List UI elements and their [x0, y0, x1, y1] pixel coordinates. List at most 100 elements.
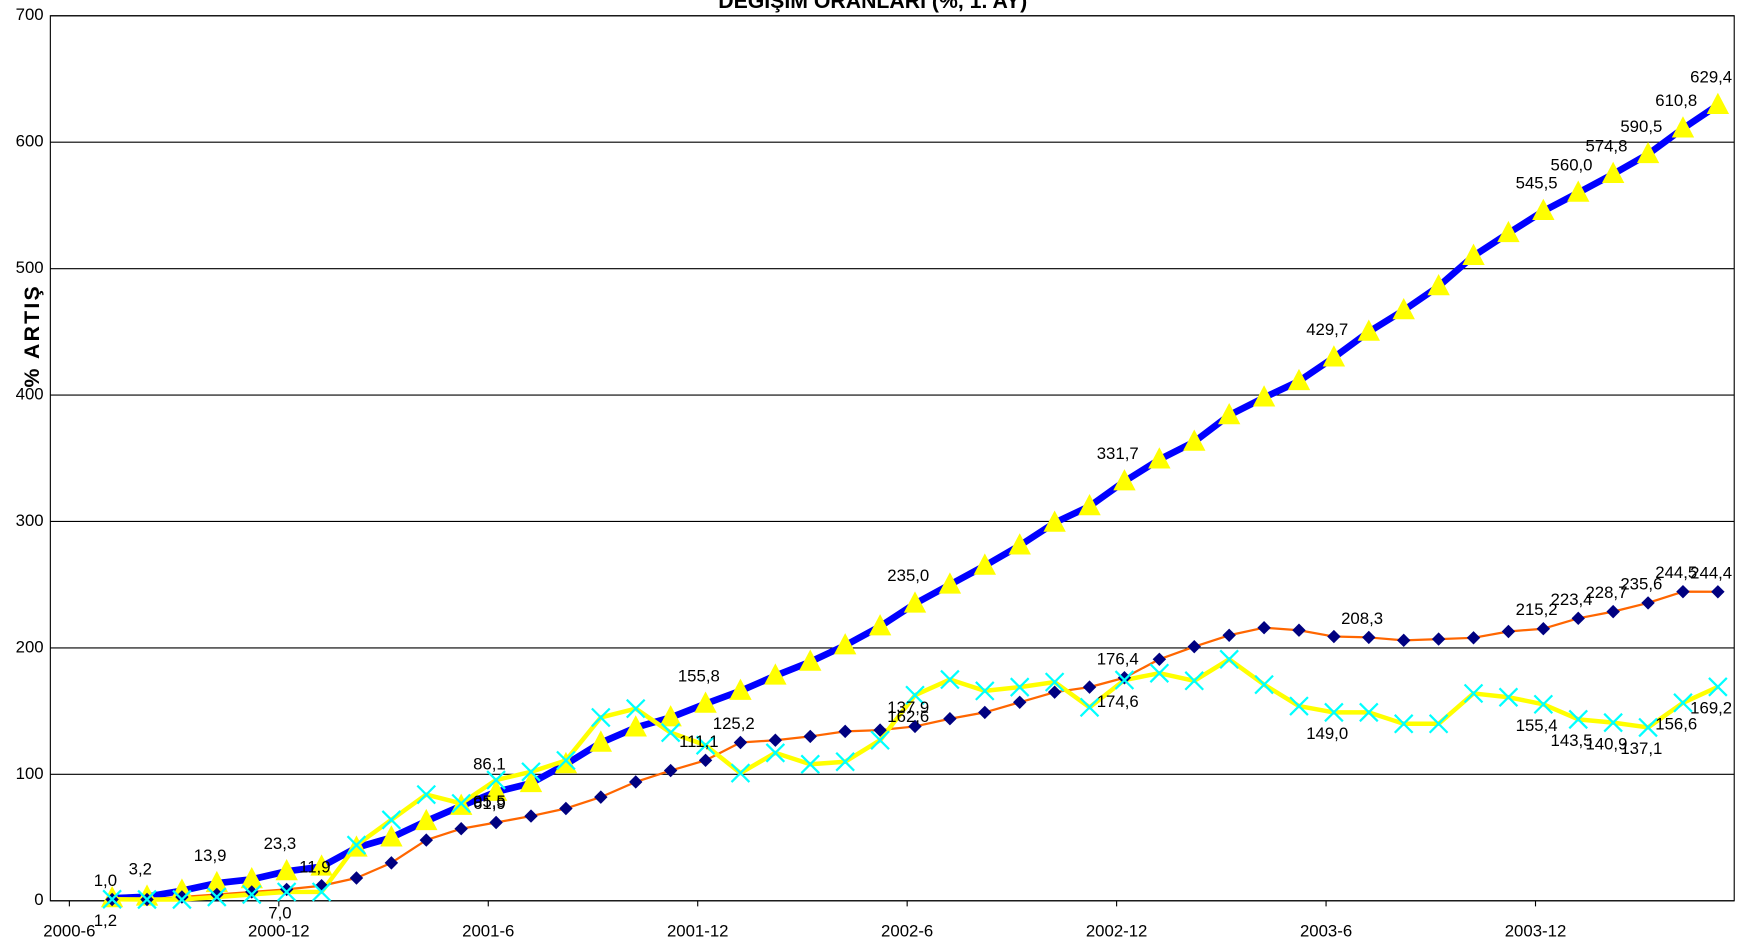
data-label: 560,0 [1551, 155, 1593, 174]
data-label: 155,4 [1516, 716, 1558, 735]
data-label: 223,4 [1551, 590, 1593, 609]
diamond-marker [1396, 633, 1411, 648]
x-marker [1568, 709, 1588, 730]
triangle-marker [1706, 92, 1730, 114]
data-label: 610,8 [1655, 91, 1697, 110]
data-label: 244,5 [1655, 563, 1697, 582]
x-marker [451, 793, 471, 814]
triangle-marker [624, 715, 647, 737]
triangle-marker [1183, 429, 1206, 451]
x-marker [975, 681, 995, 701]
y-tick-label: 200 [16, 637, 44, 656]
triangle-marker [903, 591, 927, 613]
diamond-marker [1362, 630, 1376, 645]
diamond-marker [943, 712, 957, 726]
diamond-marker [1641, 596, 1655, 610]
data-label: 244,4 [1690, 563, 1732, 582]
triangle-marker [519, 770, 543, 793]
data-label: 143,5 [1551, 731, 1593, 750]
x-marker [940, 669, 960, 690]
triangle-marker [938, 572, 962, 594]
triangle-marker [484, 779, 508, 801]
x-marker [311, 882, 332, 902]
diamond-marker [279, 882, 294, 897]
diamond-marker [1571, 611, 1585, 626]
triangle-marker [205, 870, 229, 893]
triangle-marker [1113, 469, 1136, 491]
x-marker [905, 685, 925, 705]
x-marker [695, 735, 716, 756]
triangle-marker [729, 678, 752, 700]
diamond-marker [524, 809, 538, 823]
x-marker [765, 743, 786, 763]
triangle-marker [589, 730, 613, 752]
triangle-marker [1671, 116, 1695, 138]
x-marker [1638, 717, 1658, 738]
triangle-marker [799, 649, 822, 671]
y-tick-label: 500 [16, 258, 44, 277]
data-label: 629,4 [1690, 68, 1732, 87]
x-marker [1498, 687, 1519, 707]
data-label: 61,9 [473, 794, 506, 813]
triangle-marker [1392, 298, 1415, 320]
data-label: 125,2 [713, 714, 755, 733]
data-label: 149,0 [1306, 724, 1348, 743]
diamond-marker [1536, 621, 1551, 636]
x-marker [521, 762, 541, 782]
diamond-marker [1047, 685, 1062, 699]
triangle-marker [1532, 198, 1555, 221]
diamond-marker [454, 822, 468, 836]
data-label: 155,8 [678, 666, 720, 685]
diamond-marker [873, 723, 887, 737]
x-marker [1254, 674, 1274, 695]
data-label: 228,7 [1585, 583, 1627, 602]
x-marker [346, 835, 367, 855]
diamond-marker [489, 815, 503, 830]
diamond-marker [1117, 671, 1132, 685]
triangle-marker [415, 808, 438, 831]
data-label: 7,0 [268, 904, 291, 923]
x-marker [730, 763, 751, 783]
x-marker [1219, 649, 1239, 670]
x-marker [1289, 696, 1309, 716]
x-marker [1463, 683, 1484, 704]
triangle-marker [1217, 402, 1241, 425]
y-tick-label: 0 [34, 890, 43, 909]
x-marker [137, 889, 157, 910]
diamond-marker [1466, 631, 1481, 645]
data-label: 331,7 [1097, 444, 1139, 463]
y-tick-label: 400 [16, 384, 44, 403]
data-label: 11,9 [299, 857, 330, 876]
x-marker [1428, 714, 1449, 734]
diamond-marker [594, 790, 608, 804]
data-label: 590,5 [1620, 117, 1662, 136]
data-label: 235,6 [1620, 574, 1662, 593]
data-label: 169,2 [1690, 699, 1732, 718]
diamond-marker [175, 890, 189, 904]
x-tick-label: 2003-6 [1300, 922, 1352, 941]
x-marker [1079, 697, 1100, 718]
diamond-marker [1222, 628, 1236, 642]
x-tick-label: 2001-12 [667, 922, 729, 941]
diamond-marker [1501, 624, 1516, 639]
triangle-marker [1148, 447, 1171, 469]
diamond-marker [1152, 652, 1167, 667]
diamond-marker [663, 763, 678, 778]
x-tick-label: 2002-6 [881, 922, 933, 941]
triangle-marker [973, 553, 997, 575]
x-tick-label: 2001-6 [462, 922, 514, 941]
diamond-marker [245, 885, 259, 899]
x-tick-label: 2000-12 [248, 922, 310, 941]
data-label: 137,9 [887, 698, 929, 717]
triangle-marker [1357, 319, 1380, 341]
x-marker [1149, 663, 1170, 683]
triangle-marker [240, 866, 263, 889]
diamond-marker [1327, 629, 1341, 644]
x-marker [207, 887, 227, 907]
x-marker [102, 889, 122, 910]
x-marker [800, 754, 821, 774]
x-marker [276, 882, 297, 902]
data-label: 429,7 [1306, 320, 1348, 339]
x-tick-label: 2003-12 [1505, 922, 1567, 941]
